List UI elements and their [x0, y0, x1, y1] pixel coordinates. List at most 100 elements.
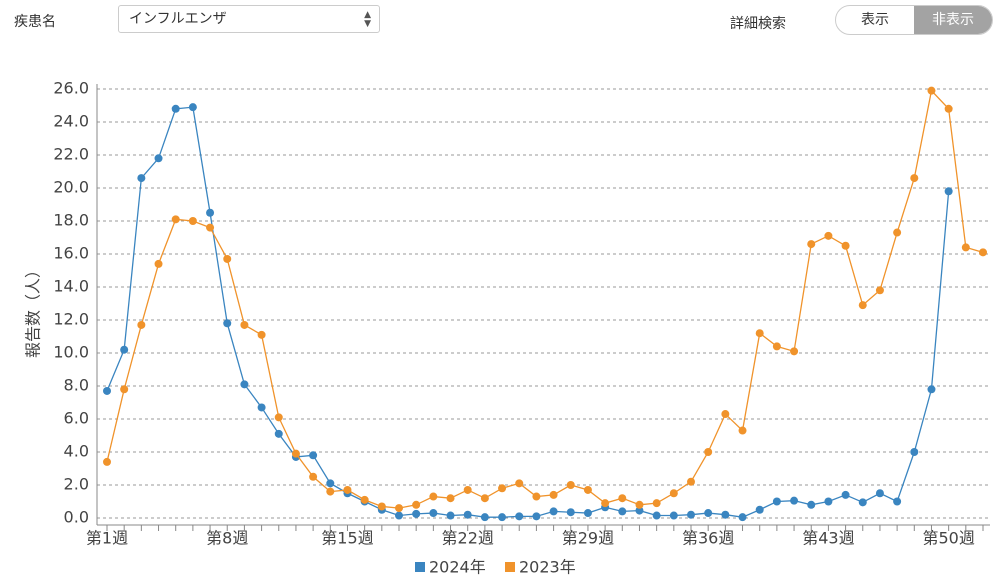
data-point: [652, 511, 661, 520]
data-point: [549, 490, 558, 499]
data-point: [412, 509, 421, 518]
data-point: [446, 511, 455, 520]
data-point: [240, 320, 249, 329]
data-point: [223, 319, 232, 328]
data-point: [669, 489, 678, 498]
data-point: [463, 485, 472, 494]
x-tick-label: 第29週: [562, 529, 614, 548]
data-point: [687, 477, 695, 486]
y-tick-label: 24.0: [53, 112, 89, 131]
data-point: [875, 489, 884, 498]
data-point: [240, 380, 249, 389]
data-point: [206, 223, 215, 232]
legend-swatch: [415, 562, 425, 572]
data-point: [893, 228, 902, 237]
data-point: [343, 485, 352, 494]
data-point: [171, 104, 180, 113]
detail-toggle: 表示 非表示: [835, 5, 993, 35]
data-point: [721, 510, 730, 519]
data-point: [360, 495, 369, 504]
data-point: [446, 494, 455, 503]
series-line: [106, 106, 950, 518]
y-tick-label: 10.0: [53, 343, 89, 362]
y-tick-label: 22.0: [53, 145, 89, 164]
y-tick-label: 14.0: [53, 277, 89, 296]
x-tick-label: 第15週: [321, 529, 373, 548]
toggle-show[interactable]: 表示: [861, 12, 889, 28]
data-point: [841, 490, 850, 499]
legend-label: 2024年: [429, 558, 486, 577]
data-point: [154, 259, 163, 268]
data-point: [120, 345, 129, 354]
data-point: [910, 448, 919, 456]
data-point: [979, 248, 987, 257]
data-point: [687, 510, 695, 519]
y-tick-label: 26.0: [53, 79, 89, 98]
data-point: [944, 104, 953, 113]
data-point: [480, 513, 489, 522]
data-point: [257, 330, 266, 339]
data-point: [120, 385, 129, 394]
data-point: [910, 174, 919, 183]
x-tick-label: 第36週: [682, 529, 734, 548]
data-point: [944, 187, 953, 196]
data-point: [772, 342, 781, 351]
data-point: [498, 513, 507, 522]
data-point: [480, 494, 489, 503]
data-point: [223, 254, 232, 263]
legend-swatch: [505, 562, 515, 572]
data-point: [377, 502, 386, 511]
disease-label: 疾患名: [14, 14, 56, 30]
data-point: [463, 510, 472, 519]
data-point: [841, 241, 850, 250]
data-point: [618, 494, 627, 503]
data-point: [790, 347, 799, 356]
y-tick-label: 0.0: [64, 508, 89, 527]
data-point: [824, 231, 833, 240]
series-line: [106, 89, 984, 509]
data-point: [790, 496, 799, 505]
x-tick-label: 第43週: [802, 529, 854, 548]
detail-label: 詳細検索: [730, 16, 786, 32]
data-point: [755, 329, 764, 338]
data-point: [772, 497, 781, 506]
data-point: [755, 505, 764, 514]
data-point: [669, 511, 678, 520]
data-point: [137, 174, 146, 183]
data-point: [137, 320, 146, 329]
data-point: [566, 481, 575, 489]
data-point: [961, 243, 970, 252]
data-point: [601, 499, 610, 508]
data-point: [704, 509, 713, 518]
disease-select[interactable]: インフルエンザ ▲ ▼: [118, 5, 380, 33]
data-point: [927, 385, 936, 394]
data-point: [721, 410, 730, 419]
data-point: [807, 500, 816, 509]
data-point: [429, 492, 438, 501]
data-point: [824, 497, 833, 506]
data-point: [395, 511, 403, 520]
y-axis-label: 報告数（人）: [24, 262, 43, 358]
y-tick-label: 4.0: [64, 442, 89, 461]
data-point: [103, 457, 111, 466]
data-point: [549, 507, 558, 516]
x-tick-label: 第8週: [206, 529, 248, 548]
toggle-hide[interactable]: 非表示: [914, 6, 992, 34]
y-tick-label: 8.0: [64, 376, 89, 395]
data-point: [154, 154, 163, 163]
data-point: [635, 506, 644, 515]
legend-label: 2023年: [519, 558, 576, 577]
data-point: [309, 451, 318, 460]
select-arrows: ▲ ▼: [364, 10, 371, 29]
data-point: [515, 479, 524, 488]
data-point: [309, 472, 318, 481]
data-point: [429, 509, 438, 518]
x-tick-label: 第22週: [442, 529, 494, 548]
data-point: [206, 208, 215, 217]
data-point: [635, 500, 644, 509]
y-tick-label: 6.0: [64, 409, 89, 428]
data-point: [532, 492, 541, 501]
data-point: [738, 513, 747, 522]
data-point: [326, 487, 335, 496]
